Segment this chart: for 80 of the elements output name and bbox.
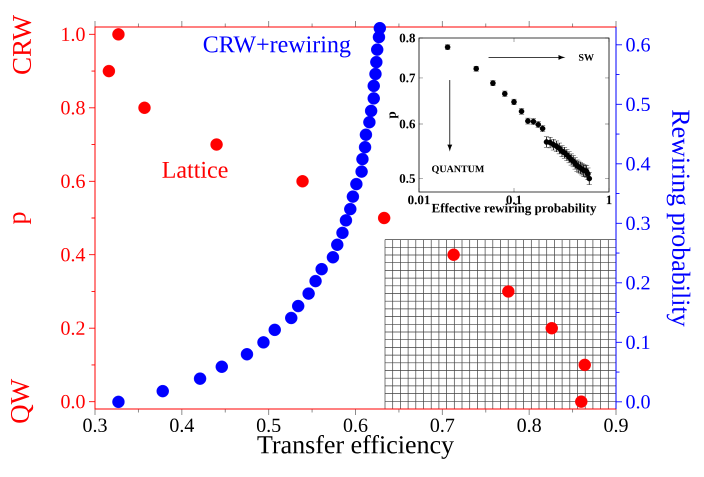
x-tick-label: 0.4	[170, 418, 194, 432]
x-axis-title: Effective rewiring probability	[432, 203, 596, 216]
y2-tick-label: 0.2	[626, 276, 650, 290]
x-tick-label: 0.5	[256, 418, 280, 432]
y2-tick-label: 0.5	[626, 98, 650, 112]
point	[358, 140, 372, 154]
point	[374, 22, 386, 34]
annotation: SW	[578, 54, 594, 61]
point	[356, 152, 369, 166]
point	[502, 285, 515, 298]
point	[369, 68, 382, 80]
y-tick-label: 0.4	[61, 248, 86, 262]
y-axis-title: p	[13, 212, 31, 224]
point	[368, 92, 380, 105]
y-tick-label: 1.0	[62, 28, 85, 42]
y2-tick-label: 0.6	[626, 38, 650, 52]
point	[360, 128, 372, 141]
y-tick-label: 0.8	[400, 34, 416, 42]
point	[156, 384, 169, 398]
point	[344, 202, 356, 216]
point	[340, 214, 352, 227]
point	[240, 348, 254, 360]
x-tick-label: 0.7	[430, 418, 454, 432]
x-tick-label: 0.6	[344, 418, 368, 432]
point	[370, 56, 383, 68]
point	[112, 28, 125, 41]
x-tick-label: 0.9	[604, 418, 628, 432]
point	[138, 102, 151, 114]
annotation: QUANTUM	[432, 166, 484, 174]
y2-tick-label: 0.1	[626, 336, 650, 350]
point	[355, 165, 368, 178]
y2-tick-label: 0.0	[626, 395, 650, 409]
point	[363, 116, 376, 128]
point	[364, 104, 378, 118]
x-tick-label: 0.1	[506, 196, 522, 204]
point	[315, 262, 328, 276]
x-axis-title: Transfer efficiency	[257, 434, 454, 459]
x-tick-label: 0.3	[83, 418, 107, 432]
y-tick-label: 0.6	[61, 174, 85, 188]
point	[336, 226, 349, 240]
y-tick-label: 0.2	[61, 321, 84, 335]
point	[575, 395, 588, 408]
point	[447, 248, 460, 261]
y-tick-label: 0.6	[400, 120, 416, 128]
point	[546, 322, 558, 334]
point	[210, 138, 223, 151]
point	[326, 251, 340, 264]
y-tick-label: 0.0	[61, 394, 85, 408]
point	[371, 43, 384, 56]
point	[578, 358, 591, 372]
x-tick-label: 0.01	[408, 196, 430, 204]
point	[194, 372, 206, 385]
annotation: Lattice	[162, 162, 228, 178]
x-tick-label: 1	[606, 196, 612, 204]
y-tick-label: 0.7	[400, 74, 416, 82]
y-tick-label: 0.8	[61, 101, 85, 115]
annotation: CRW+rewiring	[204, 36, 350, 58]
point	[309, 274, 322, 288]
text: QW	[10, 378, 34, 423]
point	[350, 178, 363, 190]
point	[378, 212, 390, 224]
x-tick-label: 0.8	[517, 418, 541, 432]
y-tick-label: 0.5	[400, 174, 415, 183]
text: CRW	[12, 14, 32, 74]
point	[257, 336, 270, 349]
point	[331, 238, 344, 251]
point	[346, 190, 360, 203]
point	[302, 287, 315, 300]
point	[102, 64, 116, 78]
point	[268, 324, 281, 336]
y2-axis-title: Rewiring probability	[666, 110, 690, 327]
y-axis-title: p	[389, 112, 398, 118]
y2-tick-label: 0.3	[626, 216, 650, 230]
point	[292, 300, 304, 312]
point	[296, 175, 309, 188]
point	[285, 312, 298, 324]
point	[216, 360, 228, 373]
point	[368, 80, 380, 92]
y2-tick-label: 0.4	[626, 157, 650, 171]
point	[112, 396, 125, 408]
